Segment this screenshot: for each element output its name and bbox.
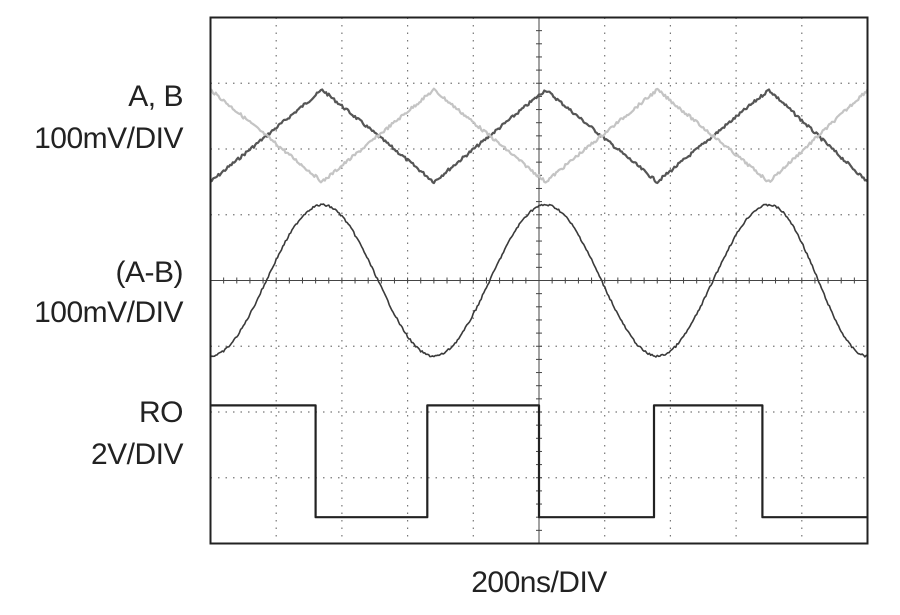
traces [209, 87, 869, 519]
trace-a [209, 88, 869, 185]
channel-ab-name: A, B [128, 80, 183, 113]
trace-a-b [210, 203, 868, 358]
plot-frame [209, 16, 869, 545]
trace-ro [210, 404, 868, 519]
time-scale-label: 200ns/DIV [471, 566, 607, 599]
trace-b [209, 87, 869, 184]
channel-ab-scale: 100mV/DIV [34, 122, 183, 155]
channel-ro-name: RO [139, 396, 184, 429]
channel-diff-name: (A-B) [115, 256, 184, 289]
channel-diff-scale: 100mV/DIV [34, 296, 183, 329]
channel-ro-scale: 2V/DIV [90, 438, 184, 471]
